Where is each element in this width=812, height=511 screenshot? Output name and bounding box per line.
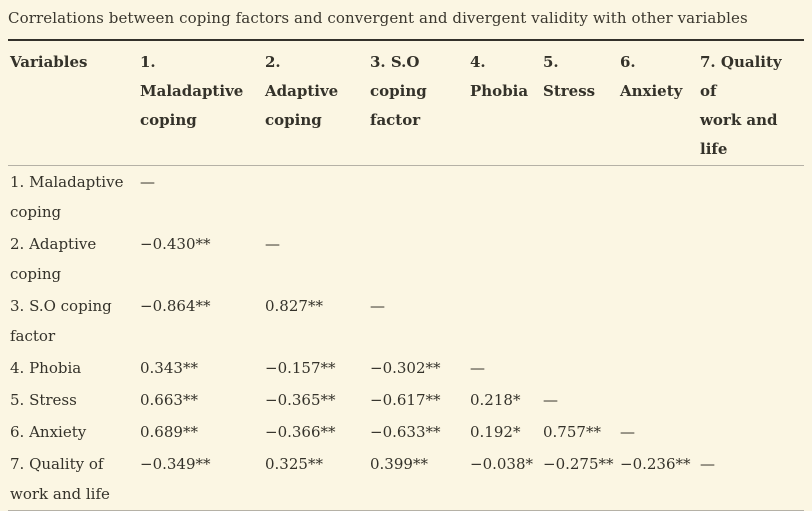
correlation-cell: 0.689** [140,423,198,441]
correlation-cell: −0.275** [543,455,614,473]
column-header-6: 6. Anxiety [618,40,698,166]
correlation-cell: −0.366** [265,423,336,441]
correlation-cell: −0.038* [470,455,534,473]
table-row: 7. Quality of work and life −0.349** 0.325… [8,448,804,511]
table-row: 2. Adaptive coping −0.430** — [8,228,804,290]
correlation-cell: −0.617** [370,391,441,409]
row-label: 5. Stress [10,391,77,409]
column-header-0: Variables [8,40,138,166]
table-row: 6. Anxiety 0.689** −0.366** −0.633** 0.192* 0… [8,416,804,448]
correlation-cell: −0.864** [140,297,211,315]
correlation-cell: −0.633** [370,423,441,441]
table-row: 1. Maladaptive coping — [8,166,804,229]
correlation-cell: — [620,423,635,441]
correlation-cell: 0.757** [543,423,601,441]
correlation-cell [541,166,618,229]
correlation-cell: 0.218* [470,391,521,409]
row-label: 1. Maladaptive coping [10,173,124,221]
correlation-cell [698,228,804,290]
correlation-cell [618,166,698,229]
correlation-cell [618,384,698,416]
column-header-7: 7. Quality of work and life [698,40,804,166]
correlation-cell [368,166,468,229]
correlation-cell: −0.302** [370,359,441,377]
correlation-cell [541,352,618,384]
table-body: 1. Maladaptive coping —2. Adaptive coping… [8,166,804,511]
correlation-cell [698,290,804,352]
correlation-cell [698,352,804,384]
correlation-cell: 0.399** [370,455,428,473]
correlation-cell [618,352,698,384]
table-caption: Correlations between coping factors and … [8,9,748,27]
table-row: 5. Stress 0.663** −0.365** −0.617** 0.218* — [8,384,804,416]
correlation-cell: — [470,359,485,377]
correlation-cell: 0.343** [140,359,198,377]
row-label: 3. S.O coping factor [10,297,112,345]
correlation-cell [698,416,804,448]
correlation-table: Variables 1. Maladaptive coping 2. Adaptiv… [8,39,804,511]
correlation-cell: −0.430** [140,235,211,253]
correlation-cell: — [265,235,280,253]
correlation-cell [263,166,368,229]
correlation-cell [541,290,618,352]
correlation-cell: 0.827** [265,297,323,315]
correlation-cell [541,228,618,290]
row-label: 4. Phobia [10,359,82,377]
table-header: Variables 1. Maladaptive coping 2. Adaptiv… [8,40,804,166]
column-header-1: 1. Maladaptive coping [138,40,263,166]
correlation-cell [468,228,541,290]
correlation-cell: — [140,173,155,191]
correlation-cell [468,290,541,352]
column-header-5: 5. Stress [541,40,618,166]
column-header-4: 4. Phobia [468,40,541,166]
correlation-cell [468,166,541,229]
correlation-cell: −0.236** [620,455,691,473]
correlation-cell: 0.663** [140,391,198,409]
correlation-cell [618,290,698,352]
table-row: 4. Phobia 0.343** −0.157** −0.302** — [8,352,804,384]
column-header-2: 2. Adaptive coping [263,40,368,166]
row-label: 7. Quality of work and life [10,455,110,503]
column-header-3: 3. S.O coping factor [368,40,468,166]
correlation-cell: −0.349** [140,455,211,473]
correlation-cell: −0.157** [265,359,336,377]
correlation-cell: — [370,297,385,315]
correlation-cell: 0.192* [470,423,521,441]
correlation-cell [698,166,804,229]
table-row: 3. S.O coping factor −0.864** 0.827** — [8,290,804,352]
correlation-cell: 0.325** [265,455,323,473]
correlation-cell [618,228,698,290]
correlation-cell [698,384,804,416]
row-label: 2. Adaptive coping [10,235,97,283]
correlation-cell [368,228,468,290]
correlation-cell: — [700,455,715,473]
correlation-cell: −0.365** [265,391,336,409]
row-label: 6. Anxiety [10,423,87,441]
correlation-cell: — [543,391,558,409]
header-row: Variables 1. Maladaptive coping 2. Adaptiv… [8,40,804,166]
